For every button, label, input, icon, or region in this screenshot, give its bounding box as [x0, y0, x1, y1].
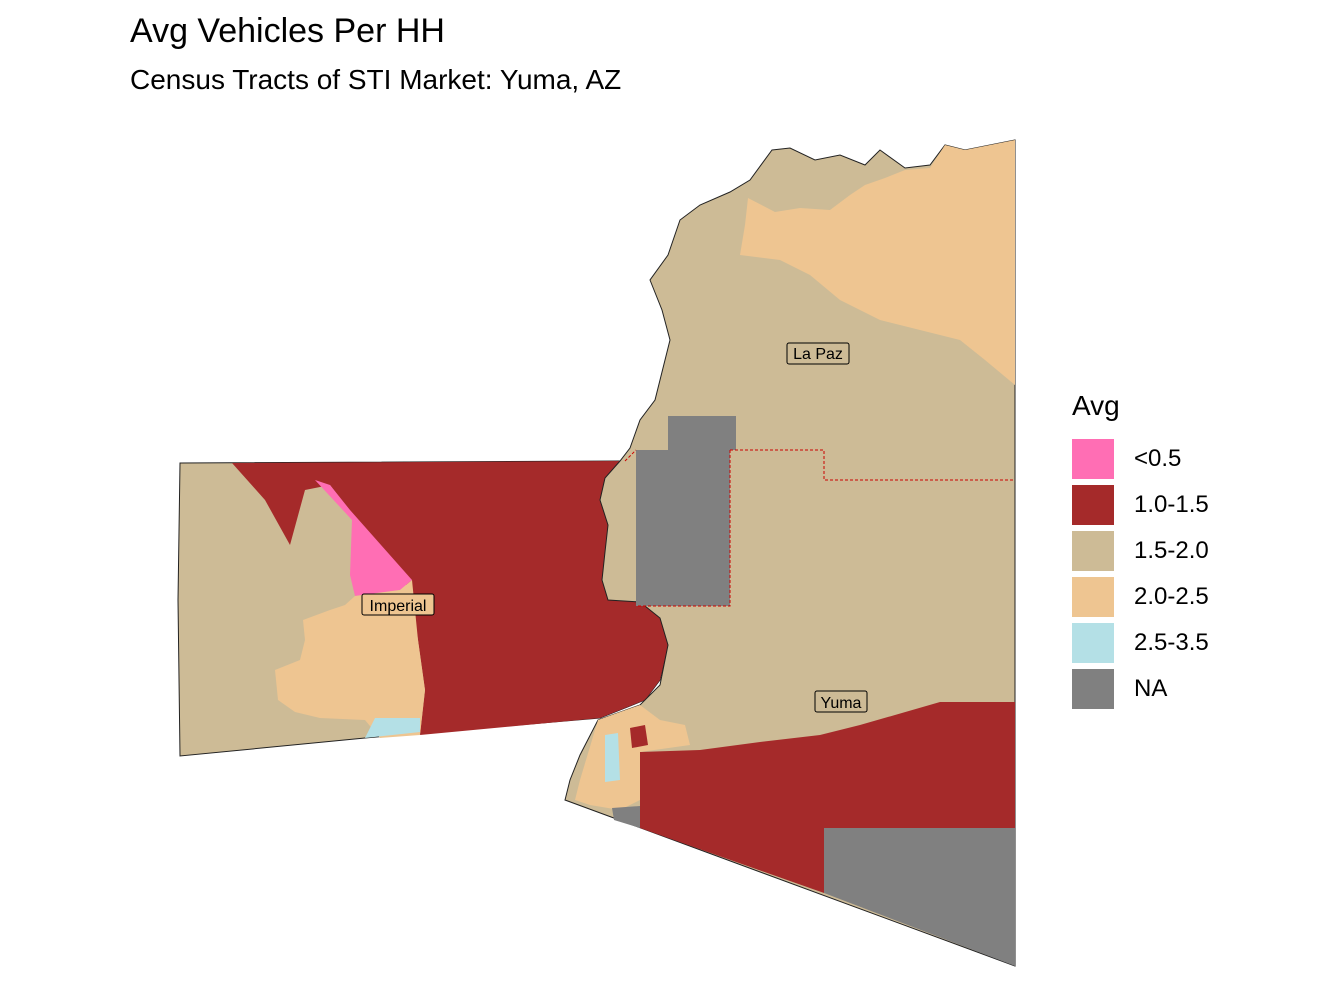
legend-item: 2.0-2.5	[1072, 574, 1209, 620]
legend-item: 1.0-1.5	[1072, 482, 1209, 528]
legend-swatch	[1072, 439, 1114, 479]
legend-item: <0.5	[1072, 436, 1209, 482]
legend-swatch	[1072, 577, 1114, 617]
yuma-city-na-spot	[612, 806, 640, 828]
legend-label: 1.5-2.0	[1134, 537, 1209, 564]
legend-swatch	[1072, 623, 1114, 663]
legend-label: NA	[1134, 675, 1168, 702]
yuma-na-tract-south	[824, 828, 1015, 966]
lapaz-northeast-tract	[740, 140, 1015, 385]
county-label-text: Yuma	[821, 695, 862, 712]
legend-swatch	[1072, 485, 1114, 525]
yuma-city-cyan-tract	[605, 733, 620, 782]
legend-item: 2.5-3.5	[1072, 620, 1209, 666]
legend-swatch	[1072, 531, 1114, 571]
imperial-east-tract	[232, 461, 668, 735]
county-label-text: Imperial	[370, 598, 427, 615]
legend-title: Avg	[1072, 390, 1120, 421]
imperial-tan-tract	[275, 580, 425, 738]
yuma-city-tan-tract	[575, 705, 690, 810]
map-title: Avg Vehicles Per HH	[130, 12, 445, 50]
legend-label: 1.0-1.5	[1134, 491, 1209, 518]
legend-label: 2.5-3.5	[1134, 629, 1209, 656]
legend: Avg <0.5 1.0-1.5 1.5-2.0 2.0-2.5 2.5-3.5…	[1072, 390, 1209, 712]
legend-label: <0.5	[1134, 445, 1182, 472]
yuma-south-tract	[640, 702, 1015, 893]
map-subtitle: Census Tracts of STI Market: Yuma, AZ	[130, 64, 622, 95]
county-label-yuma: Yuma	[814, 690, 868, 713]
yuma-na-tract-north	[636, 416, 736, 606]
imperial-pink-tract	[315, 480, 412, 596]
legend-item: NA	[1072, 666, 1209, 712]
county-label-la-paz: La Paz	[786, 342, 850, 365]
arizona-counties	[564, 139, 1016, 967]
legend-swatch	[1072, 669, 1114, 709]
county-label-imperial: Imperial	[361, 593, 435, 616]
yuma-city-red-spot	[630, 725, 648, 748]
legend-label: 2.0-2.5	[1134, 583, 1209, 610]
imperial-cyan-tract	[365, 718, 420, 738]
county-label-text: La Paz	[793, 346, 843, 363]
legend-item: 1.5-2.0	[1072, 528, 1209, 574]
lapaz-yuma-county-border	[624, 449, 1015, 607]
